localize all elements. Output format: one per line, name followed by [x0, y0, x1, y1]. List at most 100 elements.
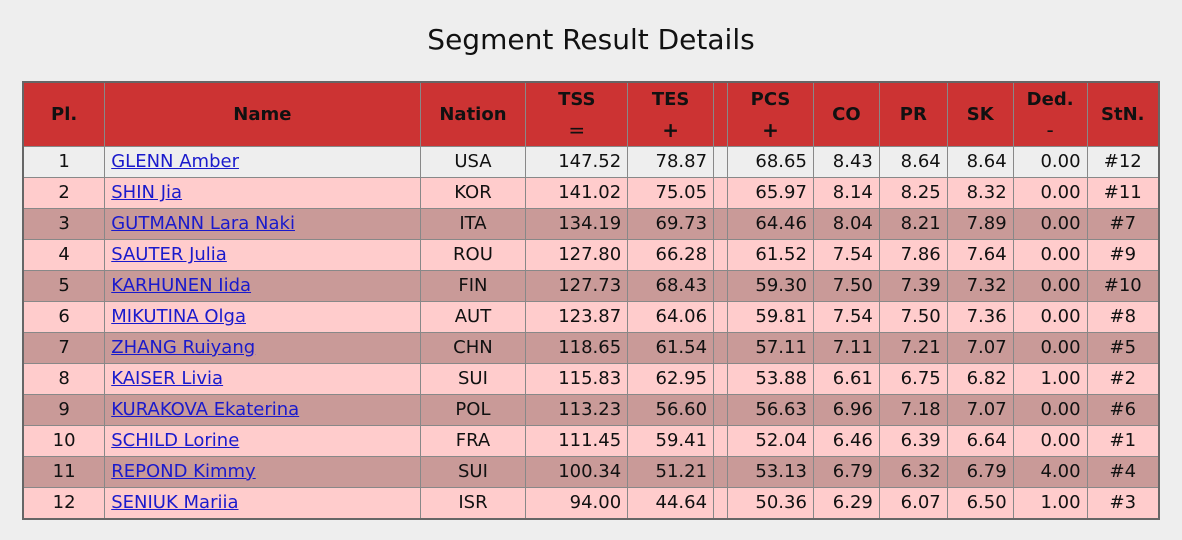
cell-pcs: 56.63	[727, 394, 814, 426]
cell-tes: 44.64	[627, 487, 715, 520]
skater-link[interactable]: REPOND Kimmy	[111, 461, 256, 482]
cell-place: 9	[22, 394, 106, 426]
cell-tss: 134.19	[525, 208, 629, 240]
table-row: 1 GLENN Amber USA 147.52 78.87 68.65 8.43 8.64 8…	[22, 146, 1160, 178]
cell-nation: SUI	[419, 456, 527, 488]
cell-start-number: #1	[1086, 425, 1160, 457]
cell-tss: 118.65	[525, 332, 629, 364]
cell-ded: 1.00	[1012, 487, 1088, 520]
cell-gap	[713, 146, 729, 178]
cell-place: 3	[22, 208, 106, 240]
cell-tes: 68.43	[627, 270, 715, 302]
cell-ded: 0.00	[1012, 301, 1088, 333]
cell-ded: 4.00	[1012, 456, 1088, 488]
cell-nation: AUT	[419, 301, 527, 333]
cell-co: 6.79	[812, 456, 880, 488]
cell-nation: POL	[419, 394, 527, 426]
cell-tes: 59.41	[627, 425, 715, 457]
table-row: 5 KARHUNEN Iida FIN 127.73 68.43 59.30 7.50 7.3…	[22, 270, 1160, 302]
cell-skater-name: GLENN Amber	[104, 146, 421, 178]
cell-ded: 0.00	[1012, 394, 1088, 426]
skater-link[interactable]: SAUTER Julia	[111, 244, 227, 265]
cell-start-number: #7	[1086, 208, 1160, 240]
cell-co: 6.61	[812, 363, 880, 395]
cell-nation: ROU	[419, 239, 527, 271]
table-row: 7 ZHANG Ruiyang CHN 118.65 61.54 57.11 7.11 7.2…	[22, 332, 1160, 364]
header-sk: SK	[946, 82, 1014, 147]
cell-tss: 94.00	[525, 487, 629, 520]
cell-co: 6.29	[812, 487, 880, 520]
skater-link[interactable]: KARHUNEN Iida	[111, 275, 252, 296]
results-table: Pl. Name Nation TSS = TES + PCS + CO PR SK …	[22, 81, 1160, 520]
cell-sk: 6.79	[946, 456, 1014, 488]
cell-start-number: #3	[1086, 487, 1160, 520]
cell-pcs: 65.97	[727, 177, 814, 209]
cell-pcs: 61.52	[727, 239, 814, 271]
page-title: Segment Result Details	[427, 23, 755, 56]
cell-start-number: #11	[1086, 177, 1160, 209]
cell-place: 12	[22, 487, 106, 520]
header-row: Pl. Name Nation TSS = TES + PCS + CO PR SK …	[22, 82, 1160, 147]
cell-pcs: 64.46	[727, 208, 814, 240]
cell-sk: 6.64	[946, 425, 1014, 457]
cell-start-number: #9	[1086, 239, 1160, 271]
cell-place: 4	[22, 239, 106, 271]
cell-pr: 7.86	[878, 239, 948, 271]
cell-start-number: #8	[1086, 301, 1160, 333]
cell-place: 5	[22, 270, 106, 302]
cell-nation: FIN	[419, 270, 527, 302]
cell-co: 6.46	[812, 425, 880, 457]
skater-link[interactable]: MIKUTINA Olga	[111, 306, 246, 327]
cell-tes: 62.95	[627, 363, 715, 395]
cell-sk: 8.32	[946, 177, 1014, 209]
cell-tes: 69.73	[627, 208, 715, 240]
cell-tss: 115.83	[525, 363, 629, 395]
skater-link[interactable]: GLENN Amber	[111, 151, 239, 172]
skater-link[interactable]: SCHILD Lorine	[111, 430, 240, 451]
cell-sk: 6.50	[946, 487, 1014, 520]
skater-link[interactable]: KAISER Livia	[111, 368, 224, 389]
cell-ded: 0.00	[1012, 208, 1088, 240]
skater-link[interactable]: ZHANG Ruiyang	[111, 337, 256, 358]
cell-ded: 1.00	[1012, 363, 1088, 395]
cell-place: 2	[22, 177, 106, 209]
skater-link[interactable]: SHIN Jia	[111, 182, 183, 203]
cell-pcs: 68.65	[727, 146, 814, 178]
cell-sk: 7.36	[946, 301, 1014, 333]
cell-co: 7.50	[812, 270, 880, 302]
table-row: 10 SCHILD Lorine FRA 111.45 59.41 52.04 6.46 6.…	[22, 425, 1160, 457]
cell-skater-name: KARHUNEN Iida	[104, 270, 421, 302]
cell-skater-name: SENIUK Mariia	[104, 487, 421, 520]
header-co: CO	[812, 82, 880, 147]
cell-gap	[713, 487, 729, 520]
header-pr: PR	[878, 82, 948, 147]
cell-co: 8.14	[812, 177, 880, 209]
cell-sk: 7.64	[946, 239, 1014, 271]
cell-gap	[713, 270, 729, 302]
cell-co: 7.54	[812, 239, 880, 271]
skater-link[interactable]: GUTMANN Lara Naki	[111, 213, 295, 234]
cell-start-number: #12	[1086, 146, 1160, 178]
cell-co: 7.54	[812, 301, 880, 333]
cell-start-number: #5	[1086, 332, 1160, 364]
cell-pr: 6.75	[878, 363, 948, 395]
table-row: 9 KURAKOVA Ekaterina POL 113.23 56.60 56.63 6.…	[22, 394, 1160, 426]
cell-tes: 78.87	[627, 146, 715, 178]
cell-gap	[713, 394, 729, 426]
cell-place: 1	[22, 146, 106, 178]
skater-link[interactable]: KURAKOVA Ekaterina	[111, 399, 300, 420]
cell-sk: 7.32	[946, 270, 1014, 302]
cell-pcs: 57.11	[727, 332, 814, 364]
cell-tss: 127.80	[525, 239, 629, 271]
skater-link[interactable]: SENIUK Mariia	[111, 492, 239, 513]
cell-ded: 0.00	[1012, 177, 1088, 209]
cell-pr: 8.21	[878, 208, 948, 240]
table-row: 12 SENIUK Mariia ISR 94.00 44.64 50.36 6.29 6.0…	[22, 487, 1160, 520]
cell-co: 8.43	[812, 146, 880, 178]
cell-gap	[713, 332, 729, 364]
cell-tes: 51.21	[627, 456, 715, 488]
cell-tes: 64.06	[627, 301, 715, 333]
cell-pcs: 59.30	[727, 270, 814, 302]
cell-pcs: 59.81	[727, 301, 814, 333]
cell-skater-name: SHIN Jia	[104, 177, 421, 209]
